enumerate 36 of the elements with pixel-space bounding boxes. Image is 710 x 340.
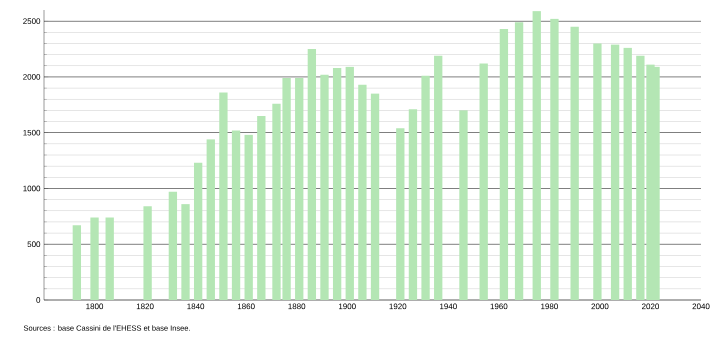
bar bbox=[408, 109, 418, 300]
bar bbox=[332, 68, 342, 300]
bar bbox=[232, 130, 240, 300]
bar bbox=[532, 11, 541, 300]
bar bbox=[358, 84, 367, 300]
bar bbox=[636, 56, 645, 300]
bar bbox=[459, 110, 468, 300]
bar bbox=[320, 74, 329, 300]
bar bbox=[514, 22, 524, 300]
bar bbox=[257, 116, 266, 300]
bar bbox=[624, 48, 632, 300]
bar bbox=[346, 66, 354, 300]
bar bbox=[480, 64, 488, 300]
bar bbox=[72, 225, 82, 300]
bar bbox=[194, 162, 202, 300]
bar bbox=[90, 217, 99, 300]
bar bbox=[206, 139, 215, 300]
bar bbox=[219, 92, 228, 300]
bar bbox=[434, 56, 442, 300]
bar bbox=[570, 26, 579, 300]
bar bbox=[168, 192, 178, 300]
bar bbox=[308, 49, 316, 300]
bar bbox=[370, 94, 380, 300]
bar bbox=[500, 28, 508, 300]
bar bbox=[106, 217, 114, 300]
bar bbox=[295, 78, 304, 300]
bar bbox=[593, 43, 602, 300]
bar bbox=[550, 18, 559, 300]
bar bbox=[272, 104, 281, 300]
bar bbox=[610, 44, 620, 300]
bar bbox=[143, 206, 152, 300]
bar bbox=[282, 78, 291, 300]
bar bbox=[421, 76, 430, 300]
bar bbox=[244, 134, 253, 300]
bar bbox=[181, 204, 190, 300]
bar bbox=[396, 128, 404, 300]
